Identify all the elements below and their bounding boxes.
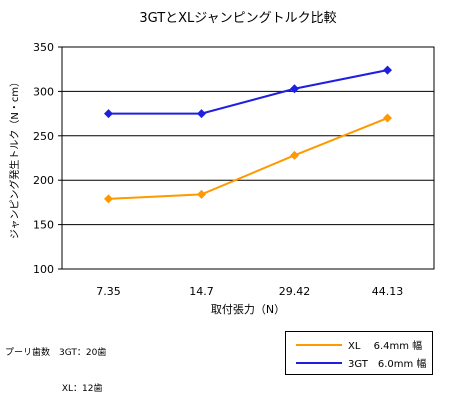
series-line-0: [108, 117, 388, 200]
y-tick-label: 350: [33, 41, 54, 54]
y-tick-label: 150: [33, 219, 54, 232]
legend-label-3gt: 3GT 6.0mm 幅: [348, 357, 426, 370]
legend-label-xl: XL 6.4mm 幅: [348, 339, 422, 352]
pulley-note-line-xl: XL：12歯: [5, 384, 103, 394]
y-axis-label: ジャンピング発生トルク（N・cm）: [8, 77, 21, 239]
y-tick-label: 200: [33, 174, 54, 187]
series-1-point: [104, 109, 113, 119]
x-axis-label: 取付張力（N）: [211, 303, 285, 316]
series-0-point: [383, 113, 392, 123]
pulley-note-line-3gt: プーリ歯数 3GT：20歯: [5, 348, 107, 358]
series-0-point: [104, 194, 113, 204]
series-0-point: [197, 189, 206, 199]
series-1-point: [197, 109, 206, 119]
y-tick-label: 100: [33, 263, 54, 276]
x-tick-label: 7.35: [96, 285, 121, 298]
y-axis: 100 150 200 250 300 350: [33, 41, 62, 276]
series-line-1: [108, 69, 388, 115]
pulley-teeth-note: プーリ歯数 3GT：20歯 XL：12歯: [5, 323, 106, 407]
y-tick-label: 300: [33, 85, 54, 98]
series-0-point: [290, 150, 299, 160]
series-layer: [104, 65, 392, 204]
x-tick-label: 14.7: [189, 285, 214, 298]
x-tick-label: 29.42: [279, 285, 311, 298]
x-tick-label: 44.13: [372, 285, 404, 298]
grid: [62, 90, 434, 226]
plot-area: [61, 46, 435, 270]
series-1-point: [383, 65, 392, 75]
series-1-point: [290, 84, 299, 94]
x-axis: 7.35 14.7 29.42 44.13: [96, 285, 403, 298]
chart-title: 3GTとXLジャンピングトルク比較: [139, 11, 336, 26]
y-tick-label: 250: [33, 130, 54, 143]
legend: XL 6.4mm 幅 3GT 6.0mm 幅: [285, 331, 433, 375]
